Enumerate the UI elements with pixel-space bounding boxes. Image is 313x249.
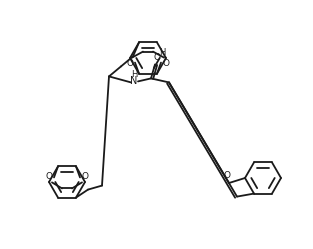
Text: O: O <box>162 59 170 68</box>
Text: O: O <box>223 171 230 180</box>
Text: O: O <box>153 53 161 62</box>
Text: H: H <box>159 48 165 57</box>
Text: O: O <box>81 172 89 181</box>
Text: N: N <box>130 76 138 86</box>
Text: O: O <box>45 172 53 181</box>
Text: H: H <box>131 70 137 79</box>
Text: O: O <box>126 59 134 68</box>
